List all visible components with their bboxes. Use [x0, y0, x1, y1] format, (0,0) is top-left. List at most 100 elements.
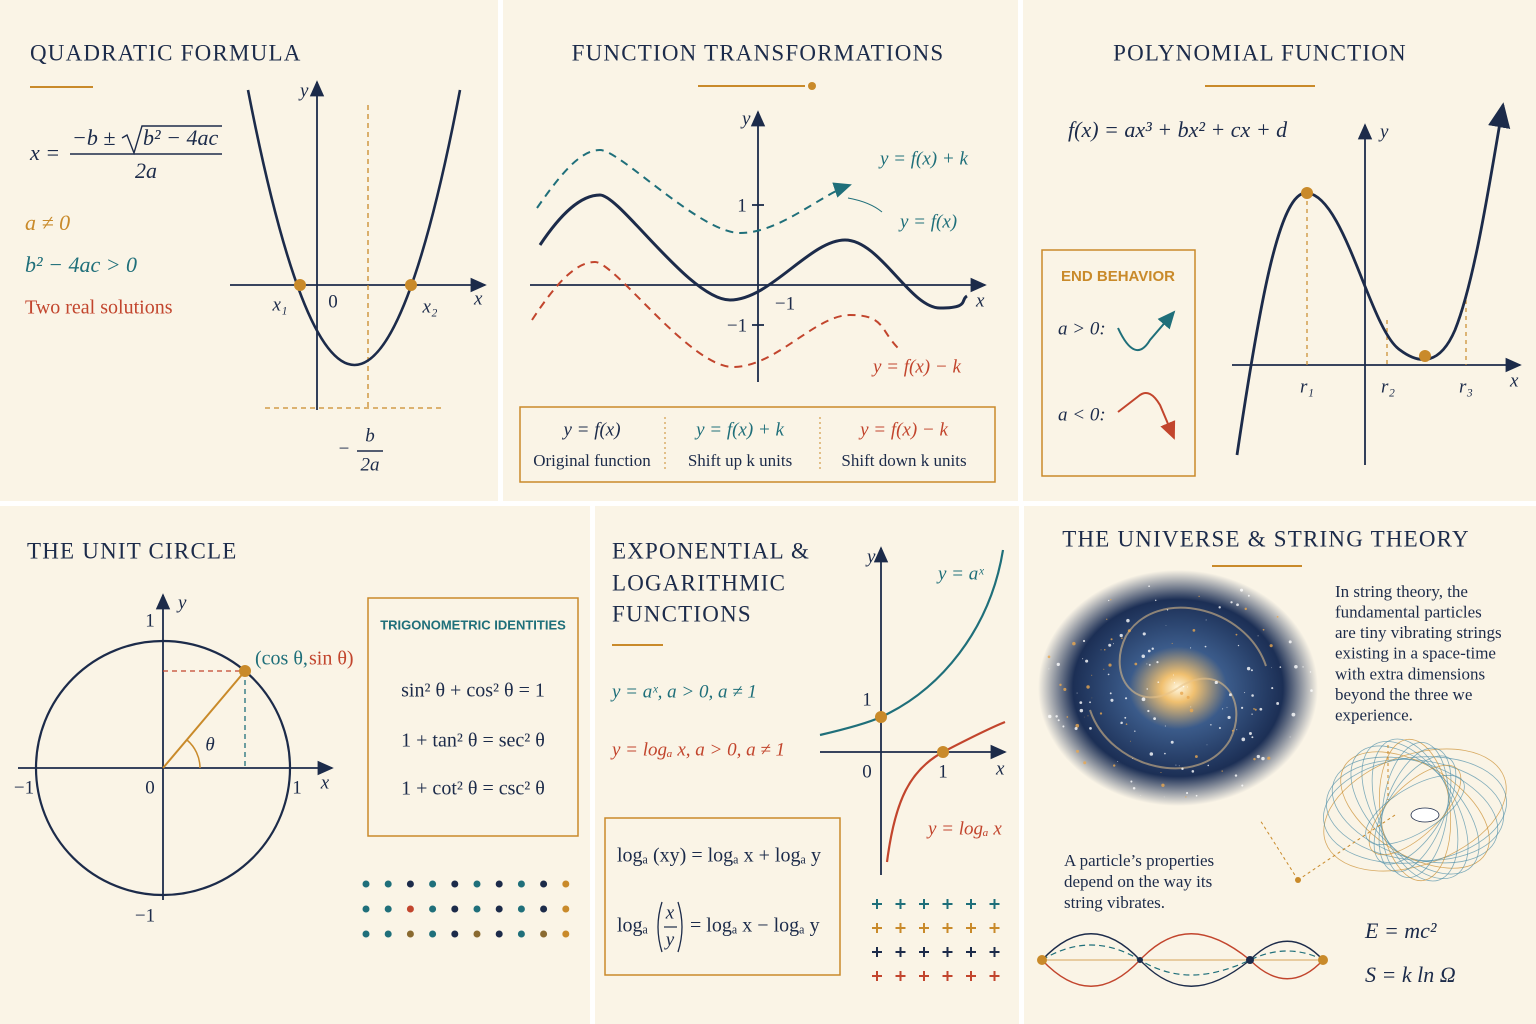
star: [1191, 770, 1195, 773]
dot: [406, 930, 414, 938]
dot: [562, 930, 570, 938]
star: [1261, 756, 1265, 761]
plus-mark: [919, 899, 929, 909]
dot: [429, 880, 437, 888]
plus-mark: [895, 971, 906, 981]
star: [1129, 740, 1131, 742]
star: [1100, 649, 1102, 651]
plus-mark: [966, 923, 976, 933]
star: [1246, 666, 1251, 671]
unit-circle-art: [18, 593, 579, 938]
star: [1048, 714, 1052, 719]
label: y = aˣ, a > 0, a ≠ 1: [610, 681, 757, 702]
star: [1132, 758, 1134, 760]
dot: [517, 930, 525, 938]
star: [1147, 649, 1151, 653]
label: b² − 4ac: [143, 125, 218, 150]
star: [1062, 725, 1065, 728]
star: [1127, 629, 1131, 633]
label: f(x) = ax³ + bx² + cx + d: [1068, 117, 1288, 142]
plus-mark: [989, 971, 1000, 981]
star: [1166, 609, 1169, 611]
torus-line: [1323, 756, 1507, 864]
plus-mark: [919, 971, 929, 981]
star: [1170, 740, 1174, 744]
star: [1229, 693, 1232, 697]
star: [1288, 640, 1292, 644]
label: y = logₐ x, a > 0, a ≠ 1: [610, 739, 785, 760]
star: [1248, 732, 1252, 736]
panel-title: QUADRATIC FORMULA: [30, 40, 302, 65]
star: [1113, 643, 1115, 645]
label: x: [320, 772, 330, 793]
label: y: [740, 108, 751, 129]
star: [1192, 628, 1196, 632]
torus-line: [1378, 747, 1452, 873]
dot: [384, 930, 392, 938]
label: −: [339, 438, 350, 459]
label: logₐ (xy) = logₐ x + logₐ y: [617, 845, 821, 867]
torus-line: [1368, 764, 1462, 856]
label: 0: [862, 761, 872, 782]
label: (cos θ,: [255, 648, 308, 670]
panel-title: LOGARITHMIC: [612, 570, 786, 595]
star: [1173, 682, 1176, 684]
star: [1294, 664, 1298, 669]
label: y = f(x): [898, 211, 957, 232]
torus-line: [1323, 748, 1507, 872]
star: [1140, 795, 1142, 796]
description-line: experience.: [1335, 706, 1413, 725]
dot: [451, 930, 459, 938]
label: a > 0:: [1058, 318, 1106, 339]
plus-mark: [942, 923, 953, 933]
star: [1262, 628, 1265, 631]
label: b: [365, 425, 375, 446]
dot: [406, 880, 414, 888]
plus-mark: [872, 923, 882, 933]
star: [1182, 685, 1185, 688]
label: a < 0:: [1058, 404, 1106, 425]
star: [1237, 644, 1240, 647]
star: [1075, 723, 1080, 728]
dot: [473, 930, 481, 938]
dot: [540, 905, 548, 913]
torus-line: [1361, 740, 1469, 880]
star: [1234, 774, 1238, 777]
label: −1: [135, 905, 155, 926]
plus-mark: [872, 971, 882, 981]
dot: [517, 905, 525, 913]
star: [1185, 796, 1187, 798]
star: [1076, 692, 1078, 694]
panel-title: FUNCTIONS: [612, 601, 752, 626]
legend-formula: y = f(x) − k: [858, 419, 948, 440]
star: [1083, 716, 1085, 718]
star: [1204, 645, 1207, 648]
label: 1: [862, 689, 872, 710]
star: [1082, 658, 1084, 660]
star: [1181, 767, 1184, 771]
star: [1099, 712, 1103, 715]
star: [1153, 717, 1156, 721]
plus-mark: [872, 947, 882, 957]
star: [1276, 615, 1279, 618]
star: [1083, 761, 1087, 765]
star: [1108, 663, 1112, 667]
dot: [429, 905, 437, 913]
star: [1085, 659, 1089, 663]
star: [1236, 603, 1239, 607]
star: [1091, 674, 1093, 676]
label: y: [298, 80, 309, 101]
star: [1126, 618, 1130, 623]
label: S = k ln Ω: [1365, 962, 1456, 987]
panel-title: POLYNOMIAL FUNCTION: [1113, 40, 1407, 65]
star: [1047, 655, 1051, 659]
dot: [384, 880, 392, 888]
star: [1056, 662, 1060, 667]
description-line: fundamental particles: [1335, 603, 1482, 622]
description-line: existing in a space-time: [1335, 644, 1496, 663]
caption-line: string vibrates.: [1064, 893, 1165, 912]
transformations-art: [519, 82, 996, 483]
dot: [495, 880, 503, 888]
dot: [473, 880, 481, 888]
star: [1048, 668, 1050, 670]
